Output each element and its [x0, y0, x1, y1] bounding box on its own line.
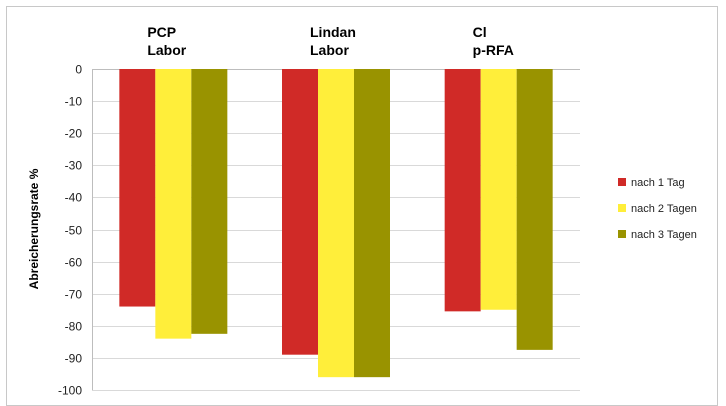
- legend: nach 1 Tag nach 2 Tagen nach 3 Tagen: [618, 177, 697, 241]
- bar: [282, 69, 318, 355]
- legend-label: nach 1 Tag: [631, 177, 685, 189]
- legend-swatch: [618, 230, 626, 238]
- y-tick-label: -70: [65, 288, 83, 302]
- y-tick-label: -80: [65, 320, 83, 334]
- y-tick-label: -100: [58, 384, 82, 397]
- category-label: Lindan Labor: [310, 24, 356, 58]
- legend-label: nach 2 Tagen: [631, 203, 697, 215]
- bar: [119, 69, 156, 307]
- bars: [119, 69, 553, 378]
- bar: [516, 69, 553, 350]
- bar: [480, 69, 517, 310]
- bar: [354, 69, 390, 378]
- bar: [318, 69, 354, 378]
- category-label: Cl p-RFA: [473, 24, 514, 58]
- bar: [191, 69, 228, 334]
- category-labels: PCP Labor Lindan Labor Cl p-RFA: [147, 24, 514, 58]
- bar: [155, 69, 192, 339]
- category-label: PCP Labor: [147, 24, 186, 58]
- y-tick-label: -10: [65, 95, 83, 109]
- y-tick-label: -30: [65, 159, 83, 173]
- y-tick-label: -60: [65, 256, 83, 270]
- y-tick-label: -90: [65, 352, 83, 366]
- y-axis: 0 -10 -20 -30 -40 -50 -60 -70 -80 -90 -100: [58, 63, 93, 397]
- y-tick-label: -50: [65, 224, 83, 238]
- legend-swatch: [618, 178, 626, 186]
- y-tick-label: 0: [75, 63, 82, 77]
- y-tick-label: -40: [65, 191, 83, 205]
- bar-chart: 0 -10 -20 -30 -40 -50 -60 -70 -80 -90 -100 PCP Labo…: [27, 24, 697, 397]
- legend-swatch: [618, 204, 626, 212]
- bar: [444, 69, 481, 312]
- y-tick-label: -20: [65, 127, 83, 141]
- y-axis-label: Abreicherungsrate %: [27, 168, 41, 289]
- legend-label: nach 3 Tagen: [631, 229, 697, 241]
